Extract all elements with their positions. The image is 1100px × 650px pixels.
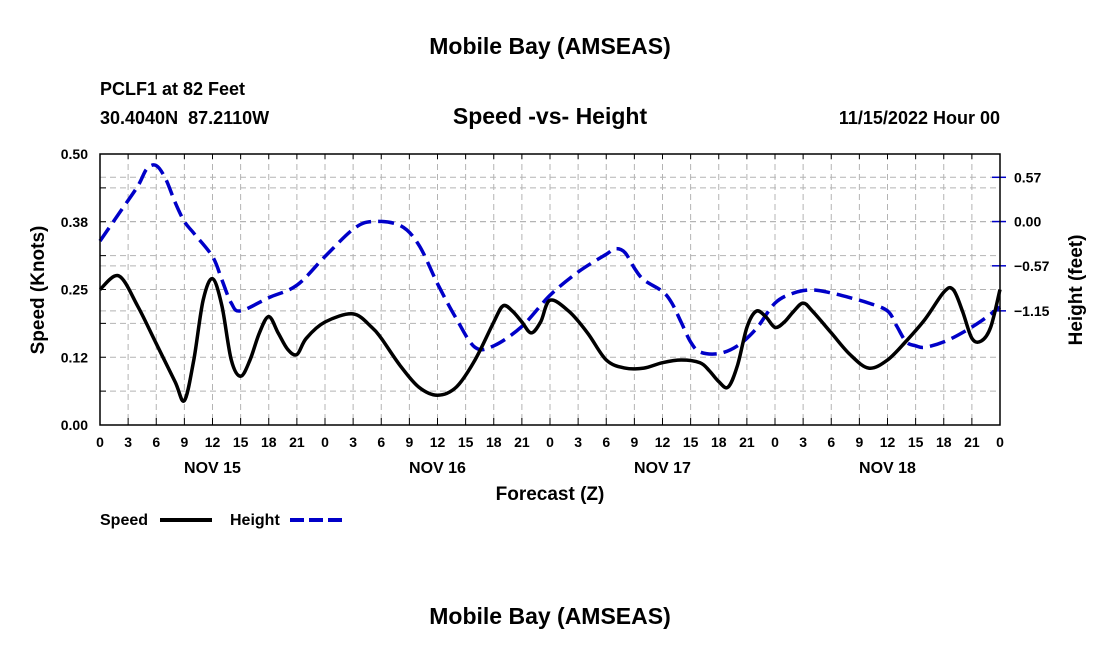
x-tick-label: 6 — [602, 434, 610, 450]
x-axis-label: Forecast (Z) — [496, 484, 605, 505]
x-tick-label: 9 — [180, 434, 188, 450]
y-tick-label: 0.00 — [61, 417, 88, 433]
x-tick-label: 3 — [574, 434, 582, 450]
x-tick-label: 21 — [964, 434, 980, 450]
x-tick-label: 0 — [546, 434, 554, 450]
legend-speed-label: Speed — [100, 512, 148, 529]
x-tick-label: 6 — [377, 434, 385, 450]
x-tick-label: 0 — [996, 434, 1004, 450]
x-tick-label: 18 — [261, 434, 277, 450]
page-title: Mobile Bay (AMSEAS) — [429, 33, 671, 59]
x-tick-label: 12 — [655, 434, 671, 450]
forecast-datetime: 11/15/2022 Hour 00 — [839, 108, 1000, 128]
y2-tick-label: 0.57 — [1014, 169, 1041, 185]
x-tick-label: 3 — [349, 434, 357, 450]
footer-title: Mobile Bay (AMSEAS) — [429, 603, 671, 629]
x-tick-label: 12 — [205, 434, 221, 450]
x-tick-label: 18 — [486, 434, 502, 450]
x-tick-label: 12 — [880, 434, 896, 450]
x-tick-label: 3 — [799, 434, 807, 450]
day-label: NOV 17 — [634, 460, 691, 477]
x-tick-label: 15 — [908, 434, 924, 450]
x-tick-label: 3 — [124, 434, 132, 450]
x-tick-label: 12 — [430, 434, 446, 450]
x-tick-label: 9 — [630, 434, 638, 450]
station-coords: 30.4040N 87.2110W — [100, 108, 269, 128]
x-tick-label: 9 — [855, 434, 863, 450]
x-tick-label: 9 — [405, 434, 413, 450]
chart-title: Speed -vs- Height — [453, 103, 648, 129]
x-tick-label: 18 — [711, 434, 727, 450]
x-tick-label: 0 — [771, 434, 779, 450]
y2-tick-label: −0.57 — [1014, 258, 1050, 274]
legend-height-label: Height — [230, 512, 280, 529]
y-tick-label: 0.12 — [61, 349, 88, 365]
y-tick-label: 0.25 — [61, 282, 88, 298]
x-tick-label: 0 — [96, 434, 104, 450]
x-tick-label: 18 — [936, 434, 952, 450]
day-label: NOV 15 — [184, 460, 241, 477]
y-axis-label: Speed (Knots) — [28, 226, 49, 355]
y-tick-label: 0.50 — [61, 146, 88, 162]
x-tick-label: 0 — [321, 434, 329, 450]
x-tick-label: 21 — [289, 434, 305, 450]
x-tick-label: 21 — [514, 434, 530, 450]
x-tick-label: 21 — [739, 434, 755, 450]
plot-frame — [99, 153, 1001, 426]
x-tick-label: 15 — [233, 434, 249, 450]
station-name: PCLF1 at 82 Feet — [100, 79, 245, 99]
x-tick-label: 6 — [152, 434, 160, 450]
y-tick-label: 0.38 — [61, 214, 88, 230]
y2-tick-label: 0.00 — [1014, 214, 1041, 230]
day-label: NOV 16 — [409, 460, 466, 477]
series-line-height — [98, 163, 1002, 356]
grid — [100, 153, 1000, 426]
x-tick-label: 15 — [458, 434, 474, 450]
y2-tick-label: −1.15 — [1014, 303, 1050, 319]
day-label: NOV 18 — [859, 460, 916, 477]
legend: Speed Height — [100, 512, 342, 529]
y2-axis-label: Height (feet) — [1066, 235, 1087, 346]
x-tick-label: 15 — [683, 434, 699, 450]
series-line-speed — [98, 273, 1002, 403]
x-tick-label: 6 — [827, 434, 835, 450]
